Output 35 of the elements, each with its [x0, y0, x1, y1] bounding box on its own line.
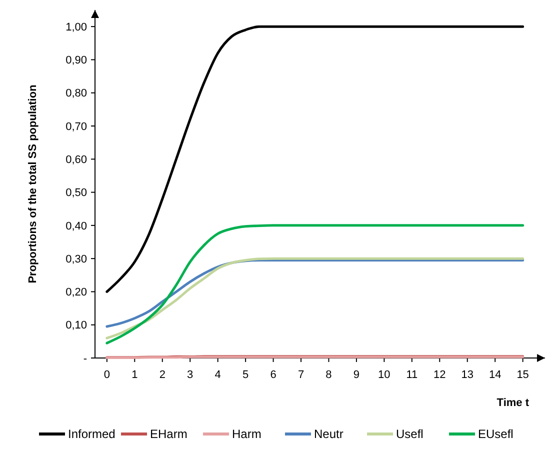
- y-tick-label: 0,40: [66, 220, 87, 232]
- y-tick-label: 0,30: [66, 253, 87, 266]
- y-tick-label: 0,60: [66, 154, 87, 166]
- y-tick-label: 0,90: [66, 54, 87, 67]
- x-tick-label: 3: [187, 369, 194, 381]
- x-tick-label: 12: [434, 369, 446, 381]
- legend-label: EUsefl: [478, 427, 514, 442]
- x-tick-label: 8: [326, 369, 332, 381]
- x-tick-label: 5: [242, 369, 249, 381]
- x-tick-label: 1: [132, 369, 138, 381]
- x-tick-label: 0: [104, 369, 110, 381]
- y-tick-label: 0,80: [66, 88, 87, 100]
- x-tick-label: 2: [159, 369, 166, 381]
- y-axis-title: Proportions of the total SS population: [27, 84, 39, 284]
- y-tick-label: 0,10: [66, 320, 87, 332]
- y-tick-label: -: [83, 352, 88, 365]
- x-tick-label: 4: [214, 369, 221, 381]
- y-tick-label: 0,70: [66, 120, 87, 133]
- x-tick-label: 13: [461, 369, 474, 381]
- y-tick-label: 0,50: [66, 187, 87, 200]
- y-tick-label: 0,20: [66, 286, 87, 299]
- legend-label: Neutr: [314, 427, 344, 442]
- x-tick-label: 6: [270, 369, 276, 381]
- x-tick-label: 7: [298, 369, 304, 381]
- legend-label: Harm: [232, 427, 262, 442]
- x-tick-label: 14: [488, 369, 502, 381]
- x-axis-title: Time t: [496, 397, 530, 409]
- x-tick-label: 9: [353, 369, 360, 381]
- y-tick-label: 1,00: [66, 21, 87, 34]
- legend-label: Informed: [68, 427, 116, 442]
- legend-label: EHarm: [150, 427, 188, 442]
- x-tick-label: 11: [406, 369, 418, 381]
- x-tick-label: 10: [378, 369, 390, 381]
- x-tick-label: 15: [516, 369, 529, 381]
- legend-label: Usefl: [396, 427, 424, 442]
